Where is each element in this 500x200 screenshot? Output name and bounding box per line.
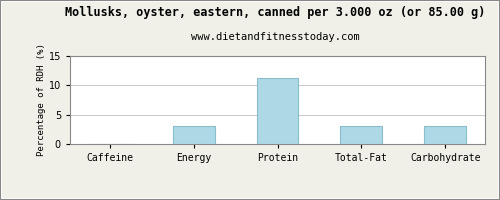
Text: www.dietandfitnesstoday.com: www.dietandfitnesstoday.com [190,32,360,42]
Bar [340,126,382,144]
Bar [256,78,298,144]
Y-axis label: Percentage of RDH (%): Percentage of RDH (%) [37,44,46,156]
Bar [424,126,466,144]
Bar [172,126,214,144]
Text: Mollusks, oyster, eastern, canned per 3.000 oz (or 85.00 g): Mollusks, oyster, eastern, canned per 3.… [65,6,485,19]
